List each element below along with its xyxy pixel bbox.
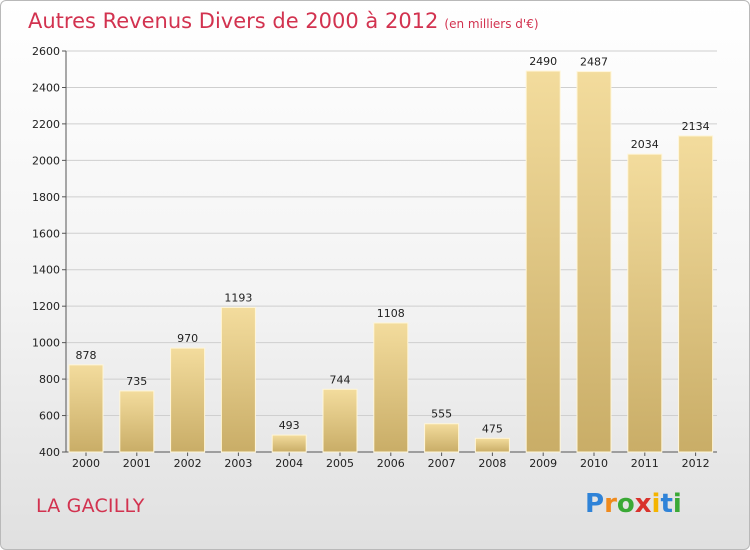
bar-2011: [627, 153, 663, 453]
brand-letter: i: [672, 489, 682, 519]
y-tick-label: 600: [39, 410, 60, 423]
x-tick-label-2008: 2008: [478, 457, 506, 470]
x-tick-label-2001: 2001: [123, 457, 151, 470]
data-label-2012: 2134: [682, 120, 710, 133]
data-label-2000: 878: [76, 349, 97, 362]
x-tick-label-2005: 2005: [326, 457, 354, 470]
brand-logo: Proxiti: [585, 489, 682, 519]
brand-letter: P: [585, 489, 605, 519]
data-label-2007: 555: [431, 408, 452, 421]
y-tick-label: 1200: [32, 300, 60, 313]
bar-2009: [525, 70, 561, 453]
brand-letter: r: [604, 489, 617, 519]
bar-2004: [271, 434, 307, 453]
data-label-2006: 1108: [377, 307, 405, 320]
bar-2000: [68, 364, 104, 453]
data-label-2001: 735: [126, 375, 147, 388]
bars-layer: [68, 70, 714, 453]
brand-letter: x: [634, 489, 652, 519]
chart-title-unit: (en milliers d'€): [444, 17, 539, 31]
brand-letter: o: [616, 489, 635, 519]
chart-title: Autres Revenus Divers de 2000 à 2012 (en …: [28, 9, 539, 33]
x-tick-label-2009: 2009: [529, 457, 557, 470]
x-tick-label-2007: 2007: [428, 457, 456, 470]
labels-layer: 878 735 970 1193 493 744 1108 555 475 2490 2487 203…: [76, 55, 710, 435]
y-tick-label: 2600: [32, 45, 60, 58]
y-tick-label: 1600: [32, 227, 60, 240]
bar-2005: [322, 388, 358, 453]
y-tick-label: 800: [39, 373, 60, 386]
x-tick-label-2010: 2010: [580, 457, 608, 470]
y-tick-label: 1800: [32, 191, 60, 204]
data-label-2010: 2487: [580, 56, 608, 69]
x-tick-label-2000: 2000: [72, 457, 100, 470]
bar-2006: [373, 322, 409, 453]
brand-letter: i: [651, 489, 661, 519]
data-label-2011: 2034: [631, 138, 659, 151]
bar-2008: [474, 437, 510, 453]
bar-2007: [424, 423, 460, 453]
bar-2003: [220, 306, 256, 453]
brand-letter: t: [660, 489, 673, 519]
data-label-2005: 744: [330, 373, 351, 386]
chart-title-text: Autres Revenus Divers de 2000 à 2012: [28, 9, 439, 33]
y-tick-label: 1000: [32, 337, 60, 350]
x-tick-label-2012: 2012: [682, 457, 710, 470]
y-tick-label: 2000: [32, 154, 60, 167]
x-tick-label-2003: 2003: [224, 457, 252, 470]
y-tick-label: 400: [39, 446, 60, 459]
x-tick-label-2002: 2002: [174, 457, 202, 470]
data-label-2008: 475: [482, 422, 503, 435]
bar-2001: [119, 390, 155, 453]
commune-name: LA GACILLY: [36, 495, 145, 517]
data-label-2003: 1193: [224, 291, 252, 304]
y-tick-label: 1400: [32, 264, 60, 277]
x-tick-label-2011: 2011: [631, 457, 659, 470]
bar-2002: [170, 347, 206, 453]
data-label-2002: 970: [177, 332, 198, 345]
y-tick-label: 2200: [32, 118, 60, 131]
y-tick-label: 2400: [32, 81, 60, 94]
bar-2010: [576, 71, 612, 453]
data-label-2009: 2490: [529, 55, 557, 68]
data-label-2004: 493: [279, 419, 300, 432]
x-tick-label-2006: 2006: [377, 457, 405, 470]
bar-2012: [678, 135, 714, 453]
x-tick-label-2004: 2004: [275, 457, 303, 470]
